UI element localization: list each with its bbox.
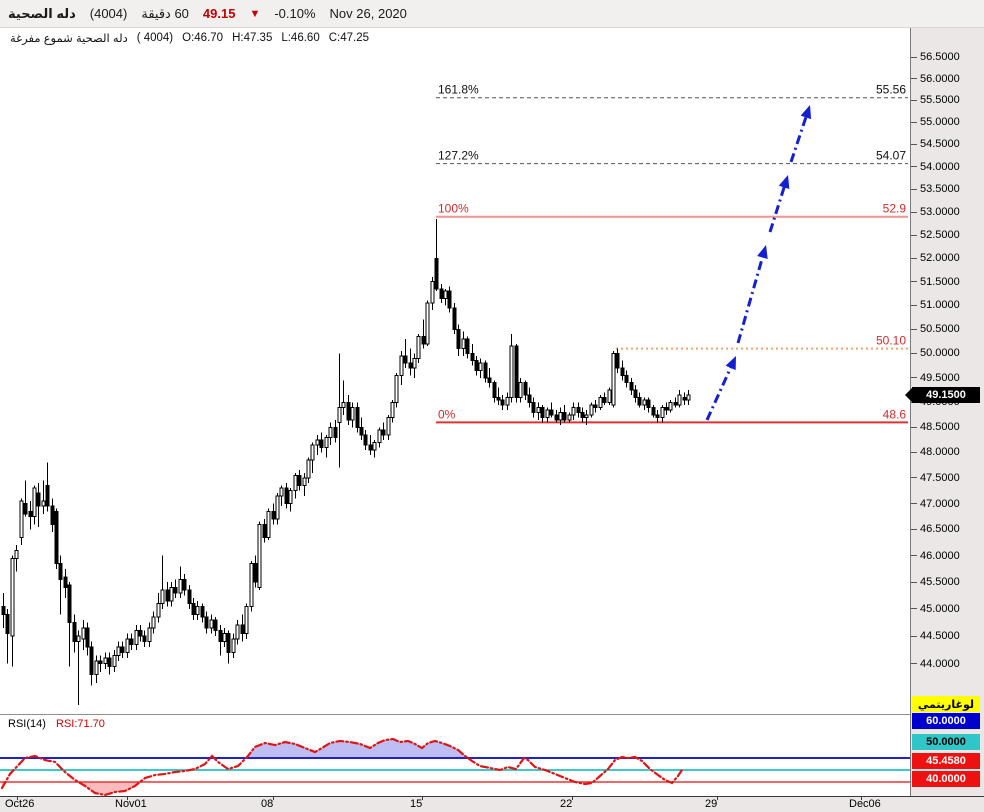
- price-axis-label: 52.5000: [911, 228, 960, 242]
- series-code: ( 4004): [136, 32, 174, 44]
- axis-tag: لوغاريتمي: [912, 696, 980, 712]
- timeframe-label: 60 دقيقة: [141, 5, 189, 21]
- price-axis-label: 50.5000: [911, 322, 960, 336]
- price-axis-label: 55.0000: [911, 115, 960, 129]
- price-axis-label: 51.5000: [911, 275, 960, 289]
- price-axis-label: 54.5000: [911, 137, 960, 151]
- svg-text:161.8%: 161.8%: [438, 83, 479, 97]
- close-value: C:47.25: [328, 32, 369, 44]
- panel-separator[interactable]: [0, 714, 911, 715]
- price-axis-label: 52.0000: [911, 251, 960, 265]
- ohlc-bar: دله الصحية شموع مفرغة ( 4004) O:46.70 H:…: [0, 28, 910, 48]
- svg-text:50.10: 50.10: [876, 334, 906, 348]
- open-value: O:46.70: [182, 32, 224, 44]
- axis-tag: 60.0000: [912, 713, 980, 729]
- series-name: دله الصحية شموع مفرغة: [10, 33, 128, 45]
- high-value: H:47.35: [232, 32, 273, 44]
- price-axis-label: 46.0000: [911, 549, 960, 563]
- price-axis-label: 50.0000: [911, 346, 960, 360]
- candlestick-chart[interactable]: 161.8% 55.56 127.2% 54.07 100% 52.9 0% 48.6 50.1…: [0, 48, 910, 714]
- price-axis-label: 45.5000: [911, 575, 960, 589]
- price-axis-label: 51.0000: [911, 298, 960, 312]
- price-axis-label: 53.0000: [911, 205, 960, 219]
- svg-text:127.2%: 127.2%: [438, 149, 479, 163]
- price-axis-label: 47.0000: [911, 497, 960, 511]
- axis-tag: 50.0000: [912, 734, 980, 750]
- rsi-value: RSI:71.70: [56, 718, 105, 730]
- low-value: L:46.60: [281, 32, 320, 44]
- axis-tag: 40.0000: [912, 771, 980, 787]
- time-axis[interactable]: Oct26 Nov01 08 15 22 29 Dec06: [0, 796, 984, 812]
- price-axis-label: 44.5000: [911, 629, 960, 643]
- svg-text:55.56: 55.56: [876, 83, 906, 97]
- title-bar: دله الصحية (4004) 60 دقيقة 49.15 ▼ -0.10…: [0, 0, 984, 28]
- price-axis-label: 48.5000: [911, 420, 960, 434]
- svg-text:48.6: 48.6: [883, 407, 907, 421]
- current-price-tag: 49.1500: [905, 387, 980, 404]
- time-axis-label: Oct26: [5, 798, 35, 810]
- change-percent: -0.10%: [274, 6, 316, 21]
- price-axis-label: 55.5000: [911, 93, 960, 107]
- price-axis-label: 54.0000: [911, 160, 960, 174]
- price-axis-label: 56.5000: [911, 50, 960, 64]
- svg-text:100%: 100%: [438, 202, 469, 216]
- price-axis-label: 46.5000: [911, 522, 960, 536]
- svg-text:0%: 0%: [438, 407, 456, 421]
- time-axis-label: 29: [705, 798, 718, 810]
- time-axis-label: 22: [560, 798, 573, 810]
- down-triangle-icon: ▼: [249, 7, 261, 20]
- price-axis-label: 53.5000: [911, 182, 960, 196]
- time-axis-label: 15: [410, 798, 423, 810]
- rsi-label: RSI(14): [8, 718, 46, 730]
- price-axis-label: 47.5000: [911, 471, 960, 485]
- price-axis-label: 49.5000: [911, 371, 960, 385]
- price-axis-label: 45.0000: [911, 602, 960, 616]
- date-label: Nov 26, 2020: [329, 6, 407, 21]
- last-price: 49.15: [202, 6, 236, 21]
- price-axis-label: 48.0000: [911, 445, 960, 459]
- price-axis-label: 44.0000: [911, 657, 960, 671]
- time-axis-label: 08: [261, 798, 274, 810]
- svg-text:54.07: 54.07: [876, 149, 906, 163]
- symbol-name: دله الصحية: [8, 5, 76, 21]
- axis-tag: 45.4580: [912, 753, 980, 769]
- time-axis-label: Dec06: [849, 798, 881, 810]
- symbol-code: (4004): [89, 6, 128, 21]
- rsi-panel[interactable]: [0, 715, 910, 796]
- price-axis[interactable]: 56.5000 56.0000 55.5000 55.0000 54.5000 54.00…: [910, 28, 984, 796]
- time-axis-label: Nov01: [115, 798, 147, 810]
- price-axis-label: 56.0000: [911, 72, 960, 86]
- svg-text:52.9: 52.9: [883, 202, 907, 216]
